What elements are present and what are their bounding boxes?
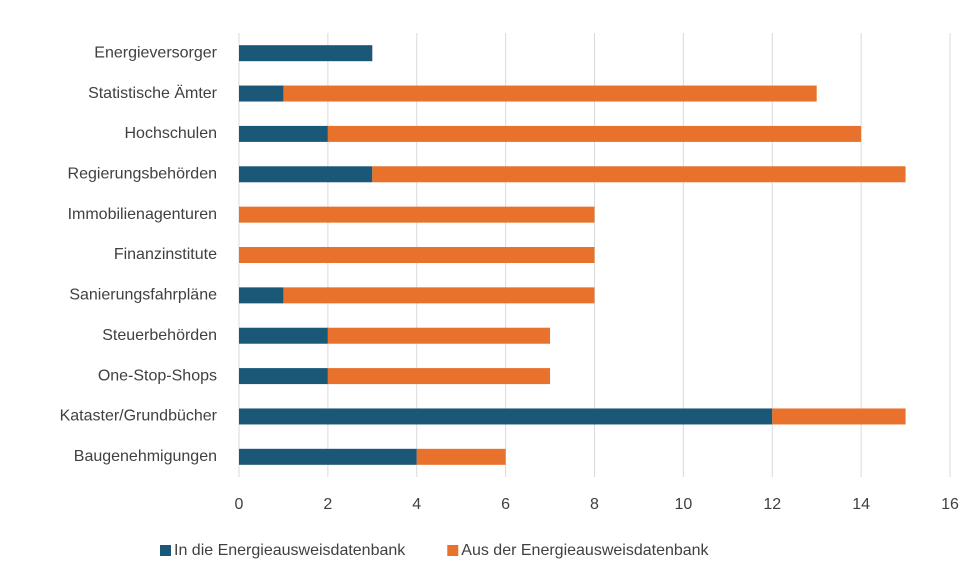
y-tick-label: Immobilienagenturen (68, 206, 217, 223)
bar-segment (416, 448, 506, 465)
legend-swatch (447, 545, 459, 556)
x-tick-label: 2 (323, 496, 332, 513)
bar-segment (239, 166, 373, 183)
bar-segment (772, 408, 906, 425)
x-tick-label: 16 (941, 496, 959, 513)
bar-segment (239, 368, 328, 385)
y-tick-label: Regierungsbehörden (68, 165, 217, 182)
bar-segment (239, 206, 595, 223)
legend-label: Aus der Energieausweisdatenbank (461, 542, 709, 559)
x-tick-label: 14 (852, 496, 870, 513)
legend-label: In die Energieausweisdatenbank (174, 542, 406, 559)
bar-segment (239, 327, 328, 344)
bar-segment (239, 45, 373, 62)
y-tick-label: Steuerbehörden (102, 327, 217, 344)
x-tick-label: 6 (501, 496, 510, 513)
y-tick-label: Kataster/Grundbücher (60, 408, 218, 425)
x-tick-label: 0 (235, 496, 244, 513)
bar-segment (327, 125, 862, 142)
y-tick-label: Statistische Ämter (88, 84, 218, 102)
bar-segment (239, 448, 417, 465)
x-tick-label: 12 (763, 496, 781, 513)
bar-segment (327, 368, 551, 385)
y-tick-label: Sanierungsfahrpläne (69, 287, 217, 304)
bar-segment (283, 85, 817, 102)
x-tick-label: 10 (674, 496, 692, 513)
y-tick-label: Finanzinstitute (114, 246, 217, 263)
bar-segment (283, 287, 595, 304)
x-tick-label: 8 (590, 496, 599, 513)
y-tick-label: Baugenehmigungen (74, 448, 217, 465)
x-tick-label: 4 (412, 496, 421, 513)
y-tick-label: One-Stop-Shops (98, 367, 217, 384)
bar-segment (239, 287, 284, 304)
legend-swatch (160, 545, 171, 556)
bar-segment (239, 247, 595, 263)
bar-segment (239, 408, 773, 425)
bar-segment (372, 166, 906, 183)
bar-segment (239, 85, 284, 102)
y-tick-label: Hochschulen (125, 125, 218, 142)
bar-segment (327, 327, 551, 344)
y-tick-label: Energieversorger (94, 44, 217, 61)
bar-segment (239, 125, 328, 142)
